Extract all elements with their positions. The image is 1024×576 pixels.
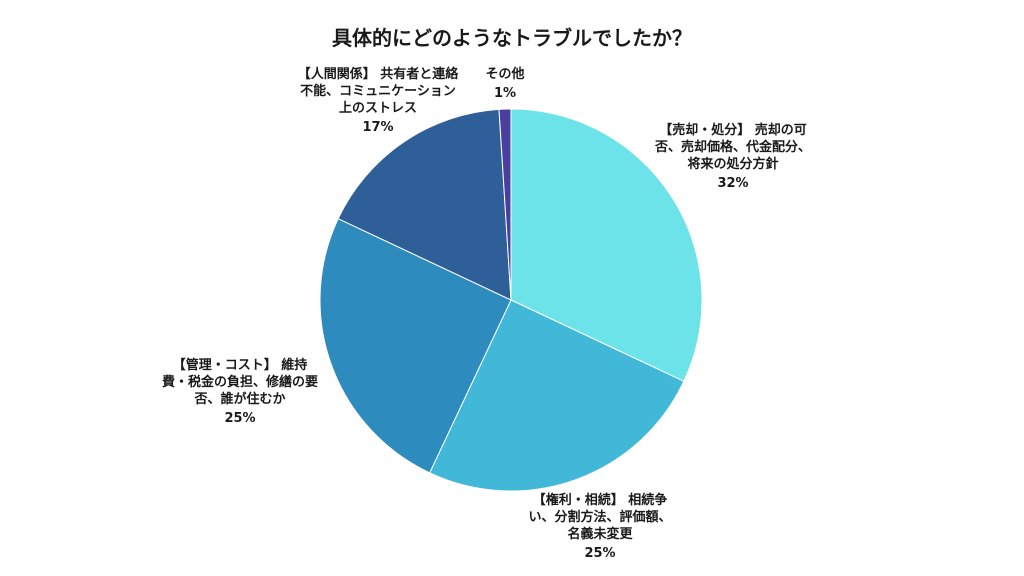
pie-slice-rights	[429, 299, 685, 492]
slice-label-human-line-2: 不能、コミュニケーション	[300, 84, 456, 99]
slice-label-other-line-1: その他	[485, 67, 525, 82]
slice-label-cost-line-2: 費・税金の負担、修繕の要	[161, 375, 318, 390]
slice-label-cost-line-3: 否、誰が住むか	[194, 392, 286, 407]
slice-label-other: その他 1%	[470, 66, 540, 102]
slice-label-rights-line-3: 名義未変更	[567, 527, 633, 542]
slice-value-human: 17%	[362, 120, 394, 135]
pie-slice-sell	[510, 108, 703, 382]
chart-title: 具体的にどのようなトラブルでしたか？	[332, 26, 692, 50]
slice-value-cost: 25%	[224, 411, 256, 426]
slice-label-human: 【人間関係】 共有者と連絡 不能、コミュニケーション 上のストレス 17%	[268, 66, 488, 136]
slice-label-rights-line-1: 【権利・相続】 相続争	[532, 493, 668, 508]
slice-label-cost-line-1: 【管理・コスト】 維持	[172, 358, 308, 373]
slice-label-rights-line-2: い、分割方法、評価額、	[528, 510, 672, 525]
slice-label-sell: 【売却・処分】 売却の可 否、売却価格、代金配分、 将来の処分方針 32%	[628, 122, 838, 192]
slice-label-human-line-1: 【人間関係】 共有者と連絡	[297, 67, 459, 82]
slice-value-other: 1%	[493, 86, 517, 101]
pie-slice-human	[337, 108, 512, 301]
slice-label-human-line-3: 上のストレス	[338, 101, 417, 116]
slice-label-rights: 【権利・相続】 相続争 い、分割方法、評価額、 名義未変更 25%	[500, 492, 700, 562]
pie-slice-other	[498, 108, 512, 301]
slice-label-sell-line-1: 【売却・処分】 売却の可	[659, 123, 807, 138]
slice-value-rights: 25%	[584, 546, 616, 561]
slice-label-cost: 【管理・コスト】 維持 費・税金の負担、修繕の要 否、誰が住むか 25%	[140, 357, 340, 427]
pie-slice-cost	[319, 218, 512, 474]
slice-value-sell: 32%	[717, 176, 749, 191]
slice-label-sell-line-2: 否、売却価格、代金配分、	[654, 140, 811, 155]
slice-label-sell-line-3: 将来の処分方針	[687, 157, 779, 172]
